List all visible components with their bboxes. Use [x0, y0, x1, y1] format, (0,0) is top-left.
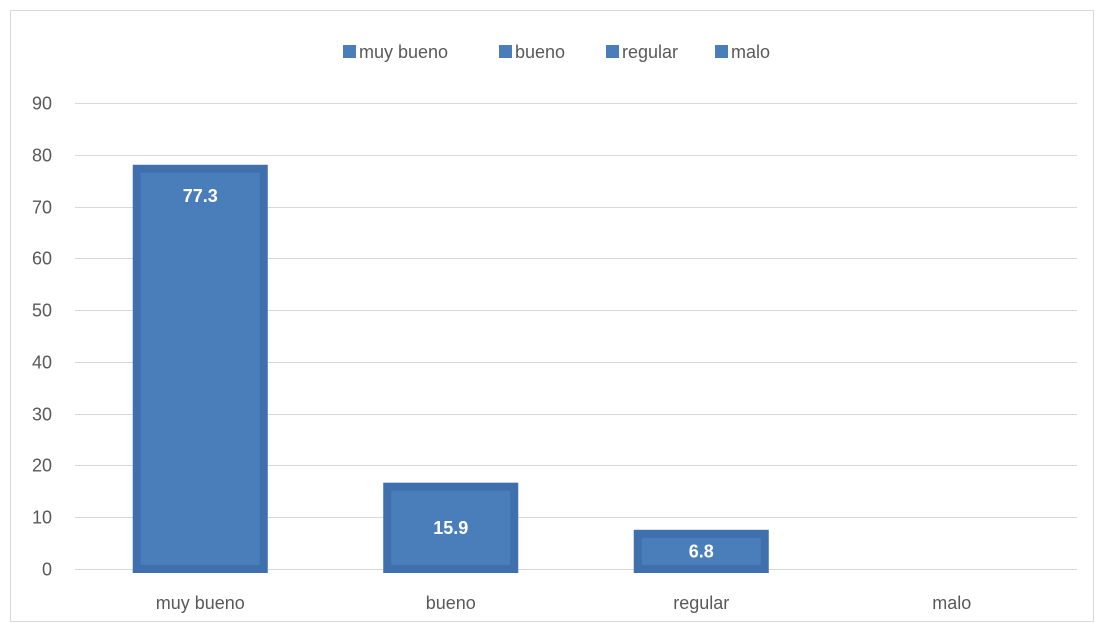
data-labels: 77.3 15.9 6.8	[183, 186, 714, 562]
x-category-label: bueno	[426, 593, 476, 613]
legend-label: bueno	[515, 42, 565, 62]
x-category-label: muy bueno	[156, 593, 245, 613]
y-tick-label: 40	[32, 353, 52, 373]
y-tick-label: 10	[32, 508, 52, 528]
bar-muy-bueno	[132, 164, 268, 573]
legend-swatch	[606, 45, 619, 58]
y-tick-label: 20	[32, 456, 52, 476]
x-axis-category-labels: muy bueno bueno regular malo	[156, 593, 972, 613]
bar-regular	[633, 529, 769, 574]
bars	[132, 164, 769, 574]
data-label: 6.8	[689, 541, 714, 561]
y-tick-label: 80	[32, 146, 52, 166]
data-label: 15.9	[433, 518, 468, 538]
y-tick-label: 50	[32, 301, 52, 321]
y-tick-label: 90	[32, 94, 52, 114]
legend-label: muy bueno	[359, 42, 448, 62]
bar-bueno	[383, 482, 519, 574]
legend-swatch	[343, 45, 356, 58]
data-label: 77.3	[183, 186, 218, 206]
y-tick-label: 0	[42, 560, 52, 580]
y-tick-label: 60	[32, 249, 52, 269]
x-category-label: regular	[673, 593, 729, 613]
y-tick-label: 30	[32, 405, 52, 425]
y-tick-label: 70	[32, 198, 52, 218]
legend-swatch	[499, 45, 512, 58]
x-category-label: malo	[932, 593, 971, 613]
y-axis-tick-labels: 0 10 20 30 40 50 60 70 80 90	[32, 94, 52, 580]
legend-swatch	[715, 45, 728, 58]
legend-label: regular	[622, 42, 678, 62]
legend-label: malo	[731, 42, 770, 62]
legend: muy bueno bueno regular malo	[343, 42, 770, 62]
